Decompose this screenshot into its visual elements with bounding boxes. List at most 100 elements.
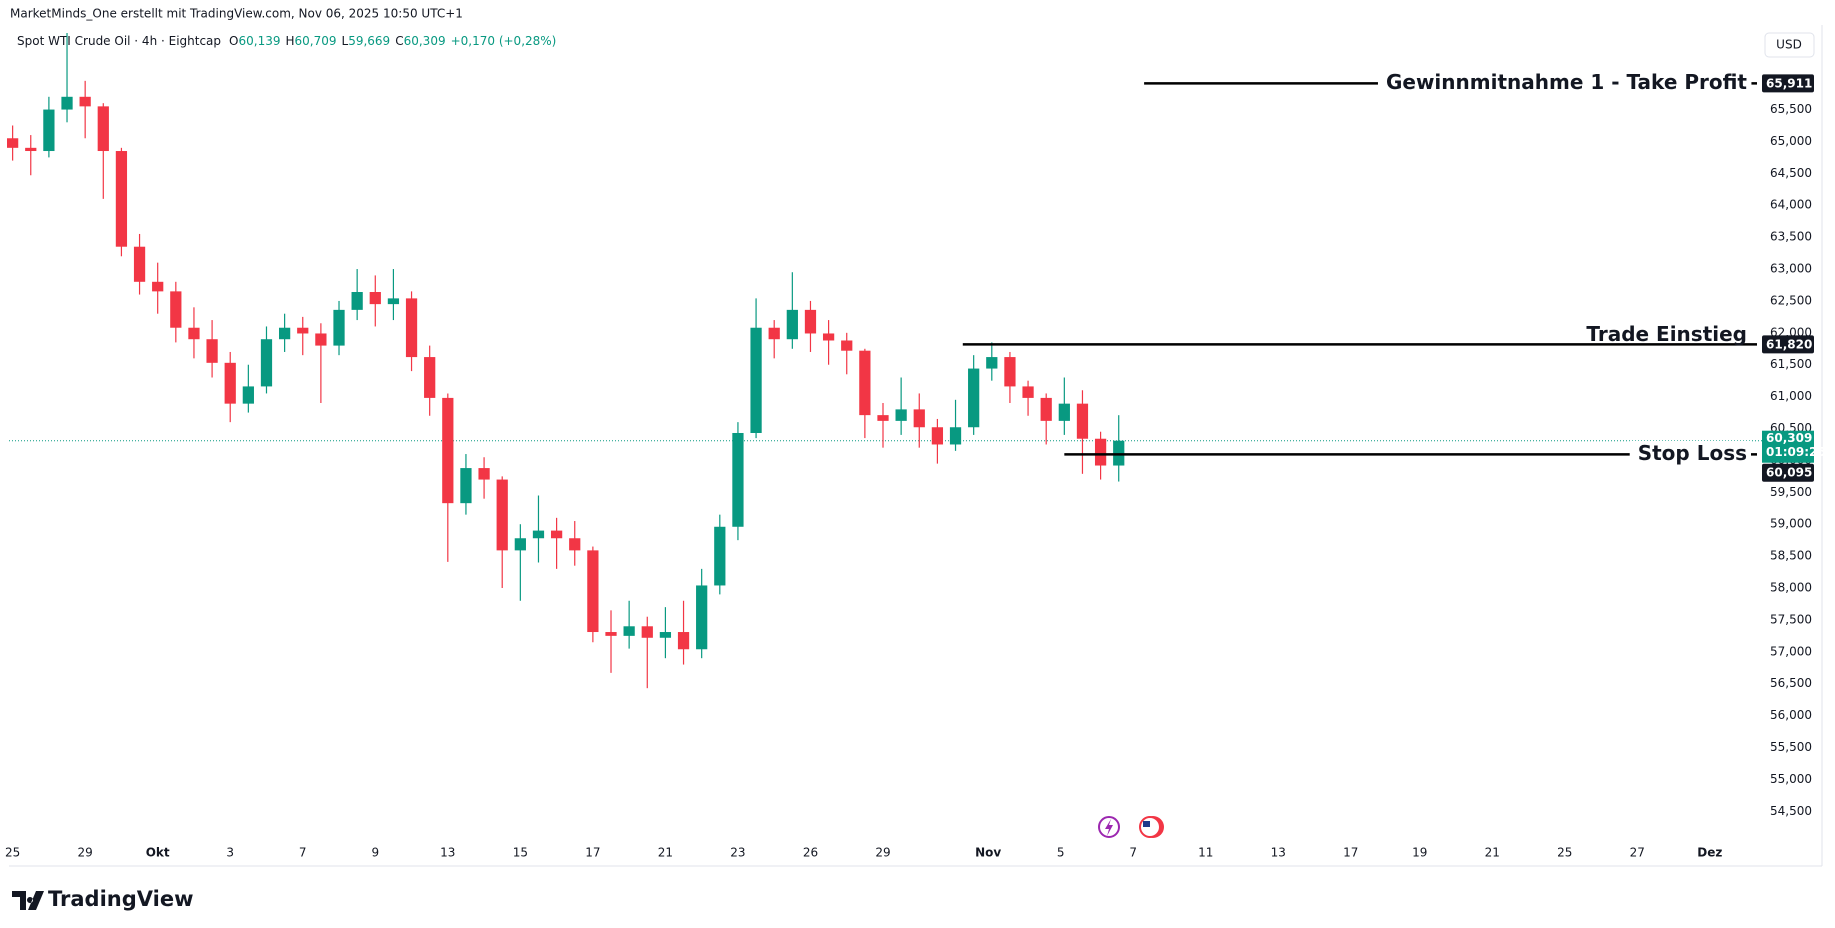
- x-tick-label: 27: [1630, 846, 1645, 860]
- candle-body: [1040, 397, 1052, 421]
- y-tick-label: 55,500: [1770, 740, 1812, 754]
- x-tick-label: 3: [226, 846, 234, 860]
- candle-body: [351, 292, 363, 310]
- candle-body: [714, 526, 726, 586]
- countdown: 01:09:25: [1766, 445, 1826, 459]
- x-tick-label: 9: [371, 846, 379, 860]
- candle-body: [115, 151, 128, 247]
- x-tick-label: 15: [513, 846, 528, 860]
- y-tick-label: 56,500: [1770, 676, 1812, 690]
- y-tick-label: 57,500: [1770, 612, 1812, 626]
- y-tick-label: 58,500: [1770, 549, 1812, 563]
- candle-body: [931, 427, 944, 445]
- candle-body: [405, 298, 418, 358]
- candle-body: [478, 468, 490, 480]
- x-tick-label: 23: [730, 846, 745, 860]
- candle-body: [550, 530, 563, 539]
- candle-body: [333, 309, 345, 346]
- candle-body: [569, 538, 581, 551]
- currency-button[interactable]: [1764, 32, 1815, 58]
- currency-label[interactable]: USD: [1776, 38, 1802, 52]
- y-tick-label: 61,500: [1770, 357, 1812, 371]
- current-price-box: [1762, 430, 1814, 463]
- level-price-label: 60,095: [1766, 466, 1812, 480]
- x-tick-label: 26: [803, 846, 818, 860]
- candle-body: [659, 632, 672, 638]
- candle-body: [768, 327, 780, 340]
- x-tick-label: 29: [875, 846, 890, 860]
- y-tick-label: 61,000: [1770, 389, 1812, 403]
- candle-body: [877, 415, 889, 421]
- candle-body: [696, 585, 708, 650]
- candle-body: [1076, 403, 1089, 439]
- candle-body: [278, 327, 291, 340]
- symbol: Spot WTI Crude Oil · 4h · Eightcap: [17, 34, 221, 48]
- candle-body: [532, 530, 545, 539]
- x-tick-label: 25: [5, 846, 20, 860]
- candle-body: [605, 632, 617, 636]
- x-tick-label: 13: [1271, 846, 1286, 860]
- candle-body: [170, 291, 182, 328]
- y-tick-label: 65,500: [1770, 102, 1812, 116]
- candle-body: [623, 626, 635, 636]
- y-tick-label: 55,000: [1770, 772, 1812, 786]
- x-tick-label: 7: [1129, 846, 1137, 860]
- candle-body: [7, 138, 19, 148]
- flag-canton: [1143, 821, 1150, 827]
- y-tick-label: 62,500: [1770, 293, 1812, 307]
- candle-body: [913, 409, 925, 428]
- y-tick-label: 65,000: [1770, 134, 1812, 148]
- candle-body: [1094, 438, 1107, 466]
- level-label: Gewinnmitnahme 1 - Take Profit: [1386, 70, 1747, 94]
- candle-body: [442, 397, 454, 504]
- level-price-label: 61,820: [1766, 337, 1812, 351]
- candle-body: [297, 327, 309, 334]
- x-tick-label: 17: [1343, 846, 1358, 860]
- x-tick-label: 25: [1557, 846, 1572, 860]
- header: MarketMinds_One erstellt mit TradingView…: [10, 7, 463, 21]
- ohlc-value: 59,669: [348, 34, 390, 48]
- y-tick-label: 63,500: [1770, 230, 1812, 244]
- candle-body: [750, 327, 762, 433]
- level-price-box: [1762, 335, 1814, 354]
- x-tick-label: Okt: [146, 846, 170, 860]
- ohlc-key: H: [285, 34, 294, 48]
- level-label-bg: [1629, 440, 1751, 465]
- brand-logo: [12, 891, 44, 910]
- ohlc-key: O: [229, 34, 238, 48]
- candle-body: [79, 96, 91, 107]
- x-tick-label: 21: [658, 846, 673, 860]
- ohlc-key: L: [342, 34, 349, 48]
- candle-body: [804, 309, 817, 334]
- candle-body: [188, 327, 200, 340]
- y-tick-label: 58,000: [1770, 581, 1812, 595]
- y-tick-label: 63,000: [1770, 262, 1812, 276]
- x-tick-label: 29: [78, 846, 93, 860]
- y-tick-label: 64,000: [1770, 198, 1812, 212]
- candle-body: [822, 333, 835, 341]
- candle-body: [587, 550, 599, 633]
- candle-body: [61, 96, 73, 110]
- candle-body: [206, 339, 218, 363]
- candle-body: [841, 340, 853, 351]
- x-tick-label: 5: [1057, 846, 1065, 860]
- candle-body: [1058, 403, 1070, 421]
- candle-body: [677, 632, 690, 650]
- candle-body: [424, 357, 436, 398]
- candle-body: [732, 432, 744, 527]
- candle-body: [315, 333, 327, 346]
- candle-body: [97, 106, 109, 152]
- y-tick-label: 56,000: [1770, 708, 1812, 722]
- level-label-bg: [1377, 69, 1752, 94]
- x-tick-label: 13: [440, 846, 455, 860]
- candle-body: [949, 427, 962, 445]
- brand-name: TradingView: [48, 887, 193, 911]
- y-tick-label: 59,000: [1770, 517, 1812, 531]
- change: +0,170 (+0,28%): [451, 34, 557, 48]
- candle-body: [1004, 357, 1016, 387]
- ohlc-key: C: [395, 34, 403, 48]
- candle-body: [152, 281, 164, 292]
